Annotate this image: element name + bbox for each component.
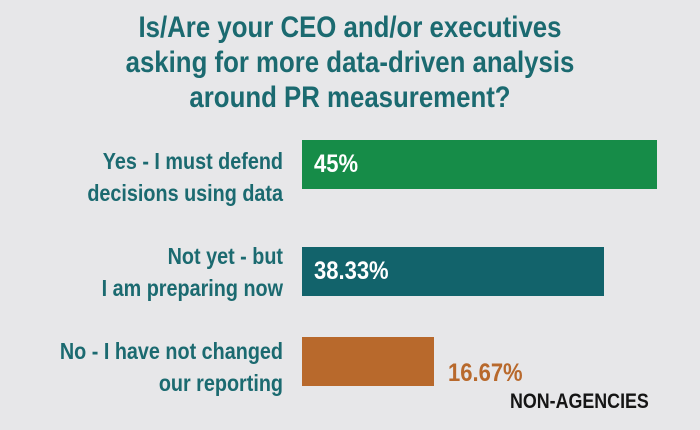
label-line: Not yet - but xyxy=(167,243,283,269)
title-line: around PR measurement? xyxy=(189,81,511,114)
title-line: asking for more data-driven analysis xyxy=(125,46,575,79)
label-line: decisions using data xyxy=(87,180,283,206)
title-line: Is/Are your CEO and/or executives xyxy=(138,11,562,44)
label-line: Yes - I must defend xyxy=(102,148,284,174)
label-line: I am preparing now xyxy=(101,275,284,301)
footnote: NON-AGENCIES xyxy=(510,390,649,413)
label-line: our reporting xyxy=(158,370,283,396)
value-label-not-yet: 38.33% xyxy=(314,257,389,285)
category-label-yes: Yes - I must defend decisions using data xyxy=(0,145,283,209)
value-label-yes: 45% xyxy=(314,150,359,178)
bar-no xyxy=(302,337,434,386)
label-line: No - I have not changed xyxy=(59,338,283,364)
value-label-no: 16.67% xyxy=(448,359,523,387)
category-label-no: No - I have not changed our reporting xyxy=(0,335,283,399)
bar-not-yet xyxy=(302,247,604,296)
chart-title: Is/Are your CEO and/or executives asking… xyxy=(0,10,700,115)
bar-yes xyxy=(302,140,657,189)
category-label-not-yet: Not yet - but I am preparing now xyxy=(0,240,283,304)
